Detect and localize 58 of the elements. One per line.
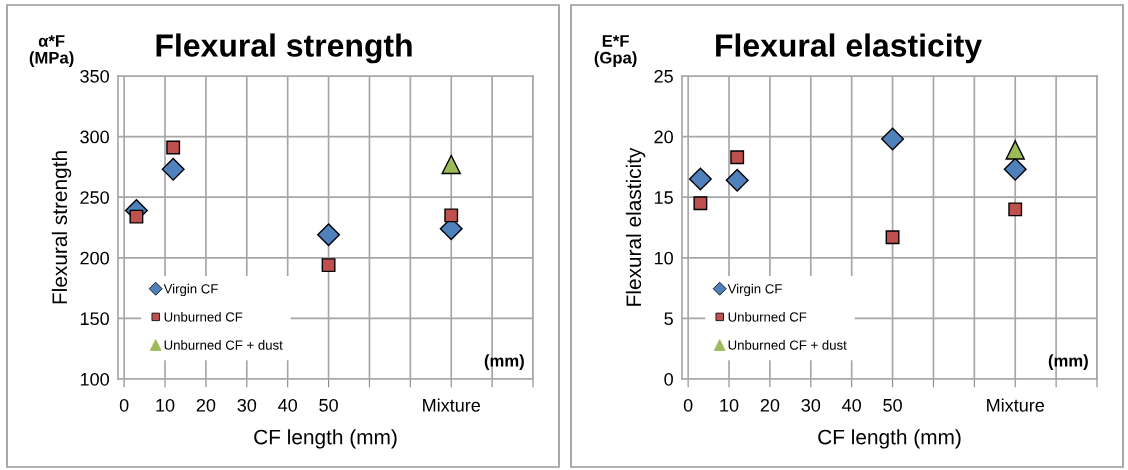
legend-label: Unburned CF + dust [164, 340, 283, 350]
y-tick-label: 0 [664, 372, 673, 386]
y-tick-label: 5 [664, 312, 673, 326]
x-tick-label: Mixture [423, 398, 481, 412]
point [444, 208, 459, 223]
legend-label: Unburned CF [728, 311, 807, 322]
x-tick-label: 0 [119, 398, 129, 412]
point [161, 157, 185, 181]
point [730, 150, 745, 165]
x-tick-label: 10 [156, 398, 175, 412]
x-tick-label: 30 [237, 398, 257, 412]
text: α*F (MPa) [29, 35, 74, 67]
legend-label: Virgin CF [163, 283, 218, 297]
x-tick-label: 50 [883, 398, 902, 412]
y-tick-label: 300 [80, 130, 109, 144]
point [317, 223, 341, 247]
x-tick-label: 10 [720, 398, 739, 412]
x-tick-label: 20 [760, 398, 780, 412]
y-tick-label: 200 [80, 251, 109, 265]
y-tick-label: 10 [654, 251, 673, 265]
chart-title: Flexural elasticity [716, 33, 982, 64]
x-tick-label: 20 [196, 398, 216, 412]
y-axis-title: Flexural elasticity [625, 147, 646, 306]
y-tick-label: 250 [80, 191, 109, 204]
y-tick-label: 25 [654, 69, 673, 83]
y-tick-label: 15 [654, 191, 673, 204]
point [688, 167, 712, 191]
y-axis-title: Flexural strength [51, 151, 72, 304]
x-tick-label: 30 [801, 398, 821, 412]
x-tick-label: Mixture [987, 398, 1045, 412]
chart-title: Flexural strength [156, 33, 412, 64]
point [881, 127, 905, 151]
point [441, 154, 461, 175]
point [129, 209, 144, 224]
y-tick-label: 350 [80, 69, 109, 83]
text: E*F (Gpa) [594, 35, 637, 67]
point [725, 168, 749, 192]
point [885, 230, 900, 245]
x-tick-label: 50 [319, 398, 338, 412]
x-axis-title: CF length (mm) [254, 429, 397, 449]
y-tick-label: 150 [80, 312, 109, 326]
annotation: (mm) [484, 354, 524, 370]
y-tick-label: 20 [654, 130, 673, 144]
x-tick-label: 40 [278, 398, 298, 412]
point [693, 196, 708, 211]
y-tick-label: 100 [80, 372, 109, 386]
legend-label: Unburned CF + dust [728, 340, 847, 350]
legend-label: Virgin CF [727, 283, 782, 297]
point [1008, 202, 1023, 217]
point [1003, 157, 1027, 181]
point [1005, 140, 1025, 160]
x-axis-title: CF length (mm) [818, 429, 961, 449]
point [166, 140, 181, 155]
legend-label: Unburned CF [164, 311, 243, 322]
x-tick-label: 0 [683, 398, 693, 412]
x-tick-label: 40 [842, 398, 862, 412]
point [321, 258, 336, 273]
annotation: (mm) [1048, 354, 1088, 370]
